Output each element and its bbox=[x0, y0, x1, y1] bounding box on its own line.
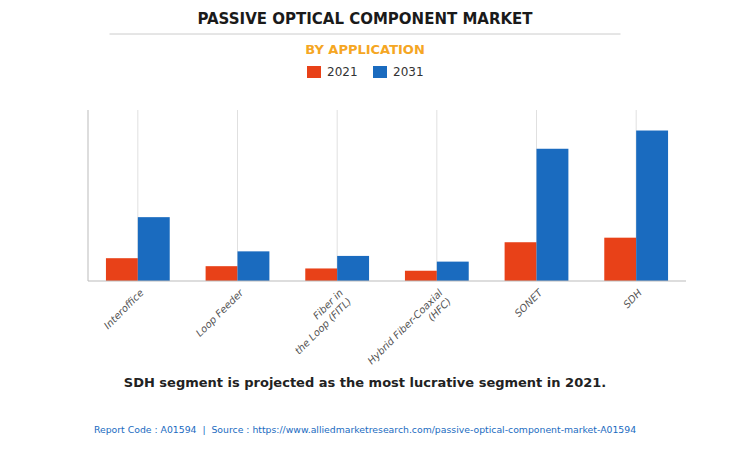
legend-label: 2021 bbox=[327, 65, 358, 79]
legend-swatch bbox=[373, 66, 387, 78]
background bbox=[0, 0, 730, 453]
bar bbox=[405, 271, 437, 281]
title: PASSIVE OPTICAL COMPONENT MARKET bbox=[197, 10, 533, 28]
x-axis-line bbox=[88, 281, 686, 282]
bar bbox=[206, 266, 238, 281]
grid bbox=[138, 110, 636, 281]
bar bbox=[305, 268, 337, 281]
chart: PASSIVE OPTICAL COMPONENT MARKET BY APPLI… bbox=[0, 0, 730, 453]
x-tick-label: Loop Feeder bbox=[194, 286, 246, 338]
legend-label: 2031 bbox=[393, 65, 424, 79]
source: Report Code : A01594 | Source : https://… bbox=[94, 424, 636, 435]
bar bbox=[604, 238, 636, 281]
bar bbox=[238, 251, 270, 281]
y-axis-line bbox=[88, 110, 89, 281]
grid-line bbox=[337, 110, 338, 281]
bar bbox=[337, 256, 369, 281]
x-tick-label: SONET bbox=[512, 286, 545, 319]
bar bbox=[505, 242, 537, 281]
bar bbox=[537, 149, 569, 281]
x-tick-label: SDH bbox=[621, 287, 644, 310]
bar bbox=[437, 262, 469, 281]
bar bbox=[636, 131, 668, 281]
footer: SDH segment is projected as the most luc… bbox=[124, 375, 606, 390]
chart-container: PASSIVE OPTICAL COMPONENT MARKET BY APPLI… bbox=[0, 0, 730, 453]
grid-line bbox=[436, 110, 437, 281]
title-rule bbox=[110, 34, 621, 35]
x-tick-label: Fiber inthe Loop (FITL) bbox=[284, 287, 353, 356]
subtitle: BY APPLICATION bbox=[305, 42, 425, 57]
bar bbox=[106, 258, 138, 281]
legend: 2021 2031 bbox=[307, 65, 424, 79]
bar bbox=[138, 217, 170, 281]
x-tick-label: Hybrid Fiber-Coaxial(HFC) bbox=[365, 287, 453, 375]
bars bbox=[106, 131, 668, 281]
legend-swatch bbox=[307, 66, 321, 78]
x-tick-label: Interoffice bbox=[102, 287, 146, 331]
